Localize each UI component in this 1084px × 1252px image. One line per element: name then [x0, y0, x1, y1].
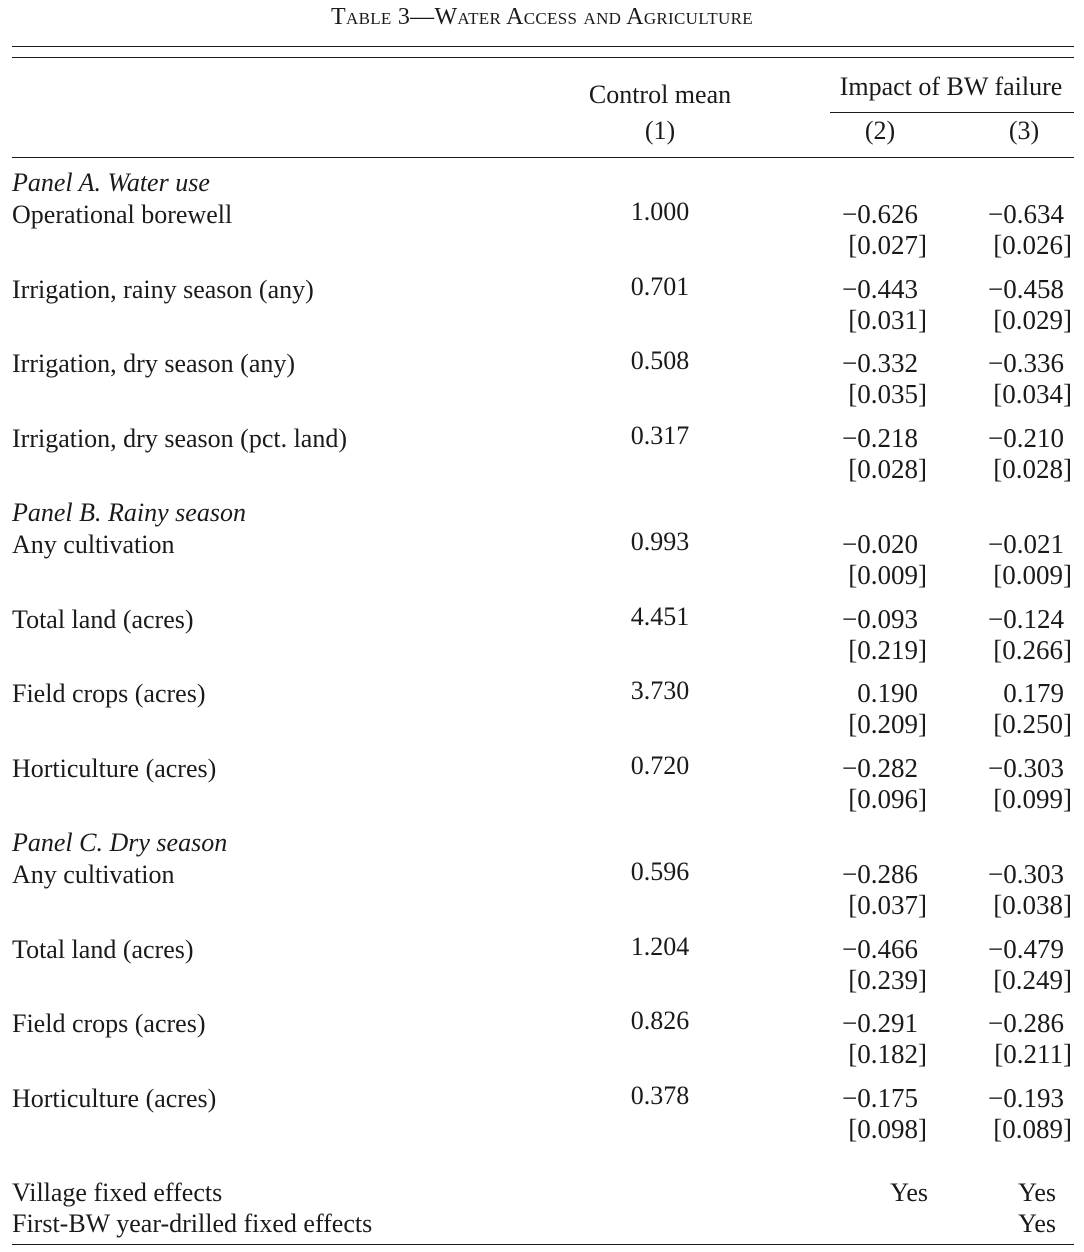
col2-estimate: −0.282 — [842, 753, 918, 783]
col2-estimate: −0.175 — [842, 1083, 918, 1113]
top-double-rule-1 — [12, 46, 1074, 47]
col3-standard-error: [0.099] — [993, 784, 1072, 814]
col2-standard-error: [0.209] — [848, 709, 927, 739]
col3-standard-error: [0.034] — [993, 379, 1072, 409]
control-mean-value: 0.378 — [630, 1081, 690, 1110]
col2-estimate: 0.190 — [857, 678, 918, 708]
header-bottom-rule — [12, 157, 1074, 158]
panel-title: Panel B. Rainy season — [12, 498, 246, 527]
col2-standard-error: [0.028] — [848, 454, 927, 484]
footer-label: Village fixed effects — [12, 1178, 223, 1207]
col2-estimate: −0.466 — [842, 934, 918, 964]
col2-estimate: −0.443 — [842, 274, 918, 304]
footer-label: First-BW year-drilled fixed effects — [12, 1209, 373, 1238]
col3-standard-error: [0.249] — [993, 965, 1072, 995]
col3-estimate: −0.303 — [988, 859, 1064, 889]
row-label: Operational borewell — [12, 200, 233, 229]
footer-col2-value: Yes — [890, 1178, 928, 1207]
col3-estimate: −0.458 — [988, 274, 1064, 304]
row-label: Irrigation, dry season (pct. land) — [12, 424, 348, 453]
top-double-rule-2 — [12, 57, 1074, 58]
control-mean-value: 0.701 — [630, 272, 690, 301]
col3-estimate: −0.479 — [988, 934, 1064, 964]
row-label: Total land (acres) — [12, 935, 194, 964]
col2-standard-error: [0.239] — [848, 965, 927, 995]
panel-title: Panel A. Water use — [12, 168, 210, 197]
row-label: Field crops (acres) — [12, 1009, 206, 1038]
control-mean-value: 0.317 — [630, 421, 690, 450]
col2-header-number: (2) — [864, 116, 896, 145]
col1-header-label: Control mean — [588, 80, 732, 109]
row-label: Field crops (acres) — [12, 679, 206, 708]
col2-standard-error: [0.096] — [848, 784, 927, 814]
col3-estimate: −0.303 — [988, 753, 1064, 783]
col3-standard-error: [0.250] — [993, 709, 1072, 739]
col2-estimate: −0.093 — [842, 604, 918, 634]
control-mean-value: 0.508 — [630, 346, 690, 375]
col2-standard-error: [0.098] — [848, 1114, 927, 1144]
col2-estimate: −0.626 — [842, 199, 918, 229]
col3-standard-error: [0.026] — [993, 230, 1072, 260]
table-bottom-rule — [12, 1244, 1074, 1245]
row-label: Irrigation, dry season (any) — [12, 349, 296, 378]
col3-header-number: (3) — [1008, 116, 1040, 145]
col2-standard-error: [0.009] — [848, 560, 927, 590]
col3-standard-error: [0.009] — [993, 560, 1072, 590]
col2-estimate: −0.286 — [842, 859, 918, 889]
col2-estimate: −0.291 — [842, 1008, 918, 1038]
col3-standard-error: [0.028] — [993, 454, 1072, 484]
col3-estimate: 0.179 — [1003, 678, 1064, 708]
control-mean-value: 3.730 — [630, 676, 690, 705]
col3-standard-error: [0.038] — [993, 890, 1072, 920]
row-label: Total land (acres) — [12, 605, 194, 634]
col3-standard-error: [0.089] — [993, 1114, 1072, 1144]
col2-estimate: −0.218 — [842, 423, 918, 453]
col2-standard-error: [0.182] — [848, 1039, 927, 1069]
panel-title: Panel C. Dry season — [12, 828, 228, 857]
col3-estimate: −0.124 — [988, 604, 1064, 634]
row-label: Horticulture (acres) — [12, 754, 217, 783]
row-label: Any cultivation — [12, 860, 175, 889]
impact-header-rule — [830, 112, 1074, 113]
col2-standard-error: [0.037] — [848, 890, 927, 920]
row-label: Any cultivation — [12, 530, 175, 559]
col3-estimate: −0.286 — [988, 1008, 1064, 1038]
col2-standard-error: [0.031] — [848, 305, 927, 335]
footer-col3-value: Yes — [1018, 1209, 1056, 1238]
control-mean-value: 1.000 — [630, 197, 690, 226]
row-label: Irrigation, rainy season (any) — [12, 275, 314, 304]
col3-estimate: −0.634 — [988, 199, 1064, 229]
col2-standard-error: [0.219] — [848, 635, 927, 665]
row-label: Horticulture (acres) — [12, 1084, 217, 1113]
footer-col3-value: Yes — [1018, 1178, 1056, 1207]
control-mean-value: 0.826 — [630, 1006, 690, 1035]
control-mean-value: 1.204 — [630, 932, 690, 961]
col3-standard-error: [0.211] — [994, 1039, 1072, 1069]
col3-estimate: −0.193 — [988, 1083, 1064, 1113]
table-title: Table 3—Water Access and Agriculture — [331, 4, 753, 30]
col3-estimate: −0.336 — [988, 348, 1064, 378]
col1-header-number: (1) — [644, 116, 676, 145]
impact-header-label: Impact of BW failure — [839, 72, 1063, 101]
control-mean-value: 4.451 — [630, 602, 690, 631]
col2-estimate: −0.332 — [842, 348, 918, 378]
col3-standard-error: [0.266] — [993, 635, 1072, 665]
col3-estimate: −0.210 — [988, 423, 1064, 453]
control-mean-value: 0.993 — [630, 527, 690, 556]
col3-estimate: −0.021 — [988, 529, 1064, 559]
col3-standard-error: [0.029] — [993, 305, 1072, 335]
col2-standard-error: [0.027] — [848, 230, 927, 260]
col2-standard-error: [0.035] — [848, 379, 927, 409]
col2-estimate: −0.020 — [842, 529, 918, 559]
control-mean-value: 0.720 — [630, 751, 690, 780]
control-mean-value: 0.596 — [630, 857, 690, 886]
